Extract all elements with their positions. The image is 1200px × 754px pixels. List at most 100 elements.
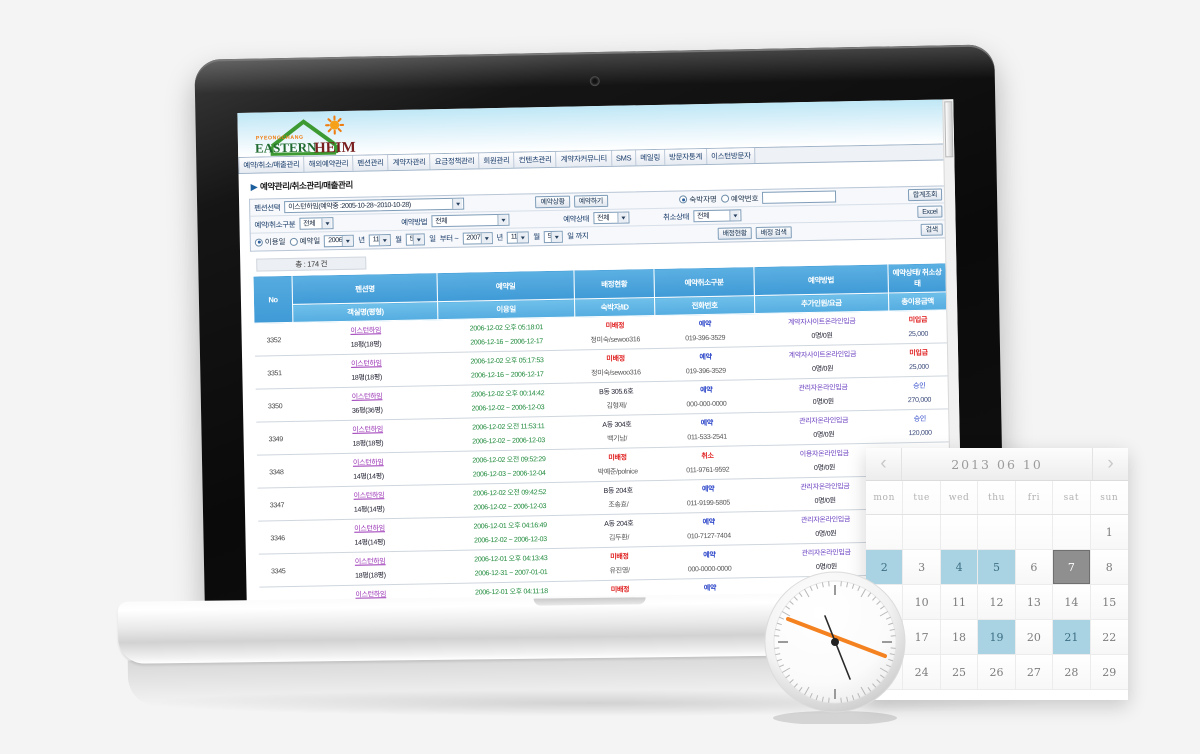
radio-guest-name[interactable]: 숙박자명 — [679, 193, 717, 205]
calendar-day[interactable]: 15 — [1090, 585, 1128, 620]
th-phone[interactable]: 전화번호 — [654, 295, 755, 316]
reservation-status-button[interactable]: 예약상황 — [535, 195, 570, 209]
calendar-day[interactable]: 28 — [1053, 655, 1091, 690]
calendar-day[interactable]: 1 — [1090, 515, 1128, 550]
pension-link[interactable]: 이스턴하임 — [350, 360, 382, 368]
calendar-day[interactable]: 25 — [940, 655, 979, 690]
calendar-day[interactable]: 17 — [903, 620, 941, 655]
calendar-day[interactable]: 12 — [978, 585, 1016, 620]
excel-export-button[interactable]: Excel — [917, 205, 943, 218]
th-no[interactable]: No — [252, 275, 294, 324]
to-day-select[interactable]: 5 — [543, 230, 564, 243]
calendar-prev-icon[interactable]: ‹ — [866, 448, 902, 480]
cell-status: 예약 — [699, 386, 713, 395]
cell-phone: 011-9199-5805 — [686, 499, 730, 507]
pension-link[interactable]: 이스턴하임 — [351, 393, 383, 401]
cell-phone: 011-533-2541 — [687, 433, 727, 441]
calendar-day[interactable]: 26 — [978, 655, 1016, 690]
th-pension[interactable]: 펜션명 — [292, 272, 438, 305]
pension-select[interactable]: 이스턴하임(예약중 :2005-10-28~2010-10-28) — [284, 197, 465, 214]
from-month-select[interactable]: 11 — [368, 233, 392, 246]
calendar-day[interactable]: 7 — [1053, 550, 1091, 585]
calendar-day[interactable]: 14 — [1053, 585, 1091, 620]
radio-reserve-date-dot — [289, 237, 298, 246]
radio-use-date[interactable]: 이용일 — [254, 236, 286, 248]
calendar-day[interactable]: 2 — [866, 550, 904, 585]
calendar-day[interactable]: 20 — [1015, 620, 1054, 655]
from-year-select[interactable]: 2006 — [324, 234, 355, 247]
nav-item-6[interactable]: 컨텐츠관리 — [514, 151, 557, 168]
calendar-day[interactable]: 24 — [903, 655, 941, 690]
pension-link[interactable]: 이스턴하임 — [350, 327, 382, 335]
to-year-select[interactable]: 2007 — [462, 231, 493, 245]
cell-status: 예약 — [703, 551, 716, 560]
nav-item-9[interactable]: 메일링 — [636, 149, 666, 166]
search-button[interactable]: 검색 — [920, 222, 943, 236]
radio-guest-name-dot — [679, 195, 688, 204]
pension-link[interactable]: 이스턴하임 — [352, 426, 384, 434]
calendar-day[interactable]: 4 — [940, 550, 979, 585]
calendar-day[interactable]: 22 — [1090, 620, 1128, 655]
nav-item-3[interactable]: 계약자관리 — [388, 154, 431, 171]
th-total-amount[interactable]: 총이용금액 — [888, 291, 947, 311]
calendar-day[interactable]: 27 — [1015, 655, 1054, 690]
to-month-select[interactable]: 11 — [506, 230, 530, 244]
calendar-next-icon[interactable]: › — [1092, 448, 1128, 480]
calendar-day[interactable]: 8 — [1090, 550, 1128, 585]
calendar-day[interactable]: 6 — [1015, 550, 1054, 585]
analog-clock — [757, 568, 913, 725]
make-reservation-button[interactable]: 예약하기 — [573, 194, 608, 208]
radio-reservation-no[interactable]: 예약번호 — [720, 192, 759, 204]
calendar-day[interactable]: 13 — [1015, 585, 1054, 620]
reserve-method-select[interactable]: 전체 — [431, 213, 510, 228]
calendar-day[interactable]: 10 — [903, 585, 941, 620]
to-year-unit: 년 — [496, 232, 503, 243]
nav-item-10[interactable]: 방문자통계 — [664, 148, 708, 165]
pension-link[interactable]: 이스턴하임 — [352, 459, 384, 467]
nav-item-7[interactable]: 계약자커뮤니티 — [556, 150, 613, 167]
reserve-state-select[interactable]: 전체 — [593, 211, 630, 225]
calendar-day[interactable]: 18 — [940, 620, 979, 655]
calendar-day[interactable]: 29 — [1090, 655, 1128, 690]
nav-item-11[interactable]: 이스턴방문자 — [706, 148, 756, 164]
nav-item-5[interactable]: 회원관리 — [479, 152, 515, 169]
nav-item-4[interactable]: 요금정책관리 — [430, 153, 480, 170]
calendar-day[interactable]: 3 — [903, 550, 941, 585]
total-inquiry-button[interactable]: 합계조회 — [907, 188, 943, 202]
th-reserve-method[interactable]: 예약방법 — [753, 264, 889, 296]
room-assign-search-button[interactable]: 배정 검색 — [755, 225, 792, 239]
cancel-state-select[interactable]: 전체 — [692, 209, 742, 223]
cell-status: 예약 — [702, 518, 715, 527]
pension-link[interactable]: 이스턴하임 — [354, 525, 385, 533]
nav-item-0[interactable]: 예약/취소/매출관리 — [238, 156, 305, 173]
calendar-day[interactable]: 21 — [1053, 620, 1091, 655]
cell-assign: 미배정 — [606, 355, 625, 363]
th-guest-id[interactable]: 숙박자/ID — [574, 297, 656, 318]
pension-link[interactable]: 이스턴하임 — [354, 558, 386, 566]
logo[interactable]: PYEONGCHANG EASTERN HEIM — [251, 112, 372, 156]
reserve-cancel-type-select[interactable]: 전체 — [299, 217, 334, 230]
th-reserve-date[interactable]: 예약일 — [437, 270, 575, 302]
nav-item-1[interactable]: 해외예약관리 — [304, 155, 354, 172]
th-assign-status[interactable]: 배정현황 — [573, 268, 655, 300]
calendar-day[interactable]: 5 — [978, 550, 1016, 585]
pension-select-label: 펜션선택 — [254, 202, 281, 213]
calendar-day[interactable]: 19 — [978, 620, 1016, 655]
th-reserve-cancel-type[interactable]: 예약취소구분 — [654, 266, 755, 298]
th-reserve-state[interactable]: 예약상태/ 취소상태 — [887, 262, 947, 293]
radio-reserve-date[interactable]: 예약일 — [289, 235, 320, 247]
calendar-day[interactable]: 11 — [940, 585, 979, 620]
room-assign-status-button[interactable]: 배정현황 — [717, 226, 752, 240]
tablet-screen: PYEONGCHANG EASTERN HEIM 예약/취소/매출관리 해외예약관… — [237, 99, 963, 619]
cell-amount: 25,000 — [908, 363, 929, 371]
nav-item-2[interactable]: 펜션관리 — [353, 155, 389, 171]
calendar-weekday-thu: thu — [978, 481, 1016, 514]
keyword-input[interactable] — [762, 190, 837, 204]
to-day-value: 5 — [547, 232, 552, 241]
nav-item-8[interactable]: SMS — [611, 150, 637, 166]
pension-link[interactable]: 이스턴하임 — [353, 492, 385, 500]
scrollbar-thumb[interactable] — [944, 101, 954, 158]
cancel-state-value: 전체 — [697, 212, 710, 221]
from-day-select[interactable]: 5 — [405, 232, 426, 246]
